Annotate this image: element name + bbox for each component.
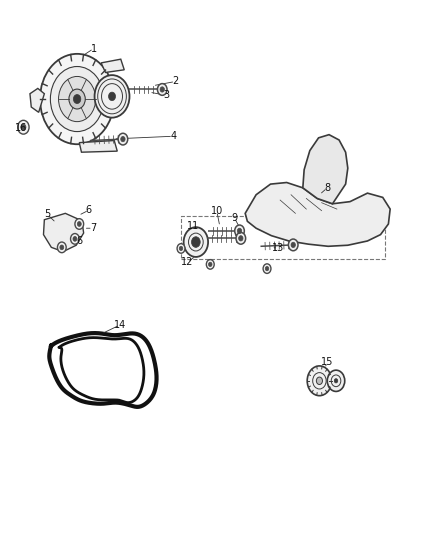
Circle shape	[288, 239, 298, 251]
Circle shape	[95, 75, 130, 118]
Circle shape	[21, 124, 26, 131]
Text: 11: 11	[187, 221, 199, 231]
Circle shape	[121, 136, 125, 142]
Text: 5: 5	[44, 209, 50, 220]
Circle shape	[71, 233, 79, 244]
Text: 12: 12	[181, 257, 194, 267]
Circle shape	[40, 54, 114, 144]
Circle shape	[160, 87, 164, 92]
Circle shape	[334, 378, 338, 383]
Polygon shape	[30, 88, 44, 112]
Circle shape	[177, 244, 185, 253]
Circle shape	[57, 242, 66, 253]
Circle shape	[59, 76, 95, 122]
Circle shape	[75, 219, 84, 229]
Circle shape	[184, 227, 208, 257]
Text: 4: 4	[170, 131, 176, 141]
Circle shape	[73, 237, 77, 241]
Circle shape	[69, 89, 85, 109]
Circle shape	[291, 243, 295, 247]
Text: 9: 9	[231, 213, 237, 223]
Text: 8: 8	[324, 183, 330, 193]
Circle shape	[235, 225, 244, 237]
Circle shape	[179, 246, 183, 251]
Polygon shape	[79, 141, 117, 152]
Text: 7: 7	[90, 223, 96, 233]
Text: 14: 14	[114, 320, 126, 330]
Circle shape	[307, 366, 332, 395]
Circle shape	[263, 264, 271, 273]
Circle shape	[237, 228, 242, 233]
Circle shape	[327, 370, 345, 391]
Circle shape	[109, 92, 116, 101]
Polygon shape	[43, 213, 84, 252]
Text: 1: 1	[91, 44, 97, 53]
Text: 15: 15	[321, 357, 333, 367]
Circle shape	[18, 120, 29, 134]
Text: 16: 16	[14, 123, 27, 133]
Circle shape	[118, 133, 128, 145]
Polygon shape	[101, 59, 124, 72]
Text: 3: 3	[163, 90, 170, 100]
Text: 2: 2	[172, 77, 178, 86]
Circle shape	[236, 232, 246, 244]
Circle shape	[208, 262, 212, 266]
Circle shape	[50, 67, 104, 132]
Circle shape	[74, 94, 81, 103]
Circle shape	[239, 236, 243, 241]
Circle shape	[60, 245, 64, 250]
Circle shape	[206, 260, 214, 269]
Text: 6: 6	[86, 205, 92, 215]
Circle shape	[78, 222, 81, 227]
Text: 13: 13	[272, 244, 284, 253]
Text: 10: 10	[211, 206, 223, 216]
Circle shape	[157, 84, 167, 95]
Circle shape	[265, 266, 269, 271]
Polygon shape	[303, 135, 348, 204]
Circle shape	[191, 237, 200, 247]
Polygon shape	[245, 182, 390, 246]
Text: 6: 6	[76, 236, 82, 246]
Circle shape	[316, 377, 322, 384]
